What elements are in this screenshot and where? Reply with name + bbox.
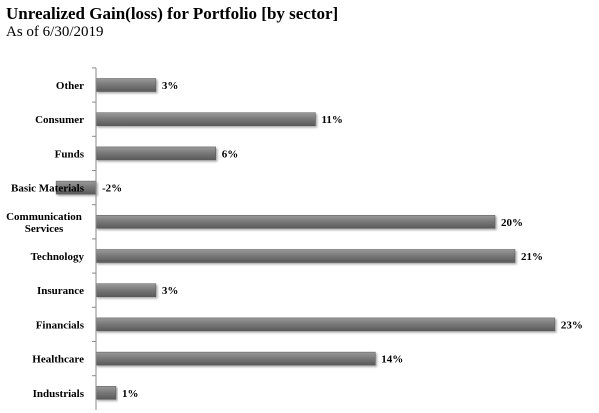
category-label: Basic Materials bbox=[11, 183, 85, 195]
category-label: Insurance bbox=[37, 285, 84, 297]
category-label: Consumer bbox=[35, 114, 84, 126]
data-label: 1% bbox=[122, 388, 139, 400]
category-label: Funds bbox=[55, 148, 85, 160]
data-label: 3% bbox=[162, 285, 179, 297]
data-label: 23% bbox=[561, 319, 583, 331]
category-label: Technology bbox=[31, 251, 85, 263]
bar bbox=[95, 146, 216, 161]
category-label: Healthcare bbox=[32, 354, 84, 366]
bar bbox=[95, 386, 117, 400]
chart-title: Unrealized Gain(loss) for Portfolio [by … bbox=[6, 4, 339, 23]
category-label: Communication Services bbox=[6, 211, 82, 235]
bar bbox=[95, 112, 316, 126]
data-label: 14% bbox=[381, 354, 403, 366]
bar bbox=[95, 317, 556, 332]
data-label: 6% bbox=[222, 148, 239, 160]
data-label: 3% bbox=[162, 80, 179, 92]
chart-subtitle: As of 6/30/2019 bbox=[6, 24, 104, 40]
data-label: -2% bbox=[102, 183, 122, 195]
bar bbox=[95, 249, 516, 263]
bar bbox=[95, 78, 157, 92]
bar bbox=[95, 351, 376, 366]
category-label: Other bbox=[56, 80, 84, 92]
bar bbox=[95, 215, 496, 229]
data-label: 21% bbox=[521, 251, 543, 263]
bar bbox=[95, 283, 157, 297]
category-label: Industrials bbox=[33, 388, 85, 400]
category-label: Financials bbox=[36, 319, 85, 331]
data-label: 20% bbox=[501, 217, 523, 229]
data-label: 11% bbox=[321, 114, 342, 126]
